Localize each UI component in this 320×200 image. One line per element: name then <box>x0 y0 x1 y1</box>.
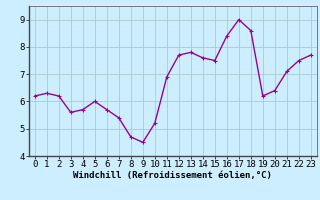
X-axis label: Windchill (Refroidissement éolien,°C): Windchill (Refroidissement éolien,°C) <box>73 171 272 180</box>
